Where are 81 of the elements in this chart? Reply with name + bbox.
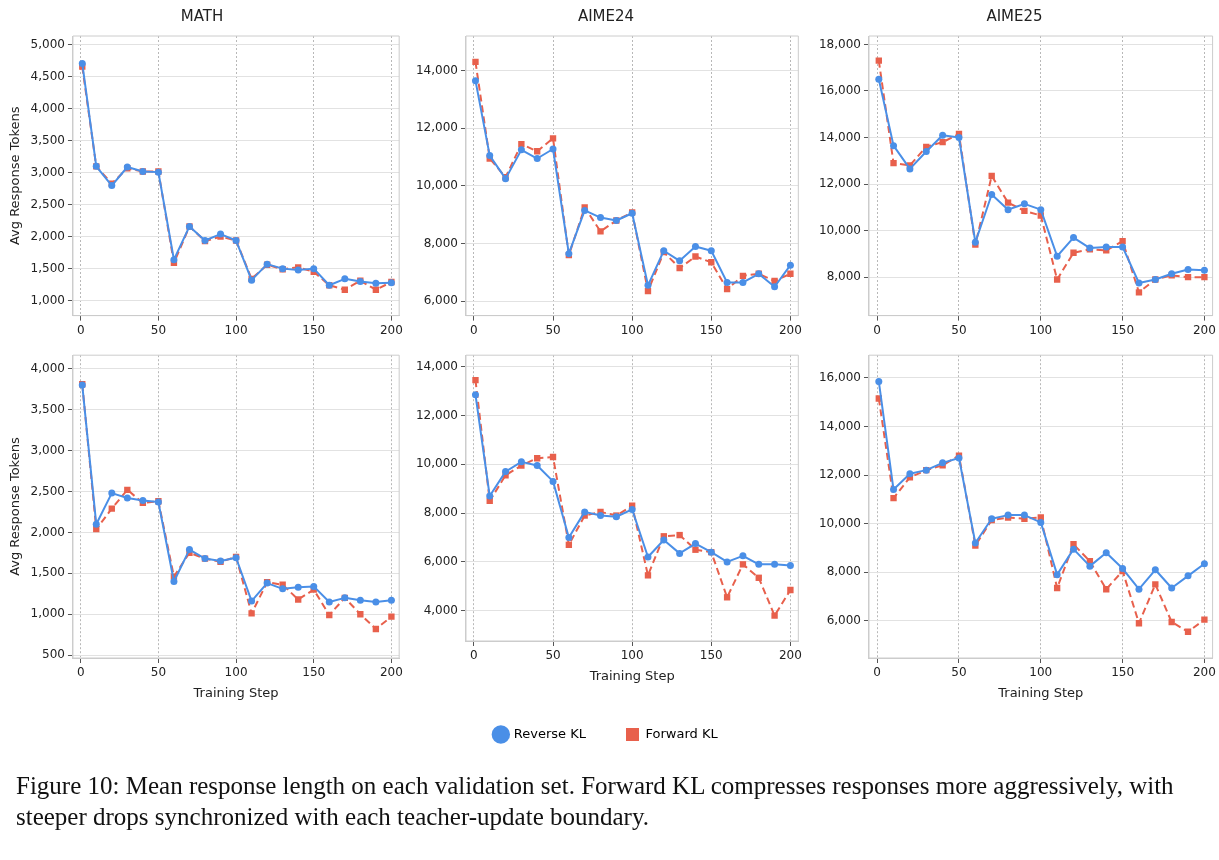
y-tick-label: 2,000: [30, 524, 65, 539]
x-tick-label: 100: [1029, 322, 1053, 337]
x-axis-title: Training Step: [997, 684, 1084, 700]
x-tick-label: 200: [778, 648, 802, 663]
x-tick-label: 100: [224, 665, 248, 680]
x-tick-label: 200: [778, 322, 802, 337]
x-tick-label: 0: [873, 665, 881, 680]
y-tick-label: 14,000: [415, 358, 458, 373]
x-tick-label: 50: [951, 322, 967, 337]
x-tick-label: 0: [76, 322, 85, 337]
y-tick-label: 10,000: [415, 456, 458, 471]
x-tick-label: 50: [150, 665, 167, 680]
x-tick-label: 200: [379, 322, 403, 337]
x-tick-label: 150: [1111, 322, 1135, 337]
y-tick-label: 16,000: [818, 83, 861, 98]
y-tick-label: 12,000: [818, 176, 861, 191]
y-tick-label: 3,000: [30, 164, 65, 179]
y-tick-label: 4,000: [30, 360, 65, 375]
y-tick-label: 14,000: [415, 62, 458, 77]
y-tick-label: 6,000: [826, 612, 861, 627]
x-tick-label: 100: [1029, 665, 1053, 680]
y-tick-label: 10,000: [818, 222, 861, 237]
x-tick-label: 150: [302, 322, 326, 337]
y-tick-label: 6,000: [423, 293, 458, 308]
y-tick-label: 8,000: [826, 564, 861, 579]
x-tick-label: 200: [1192, 322, 1216, 337]
x-tick-label: 50: [545, 648, 561, 663]
y-tick-label: 12,000: [818, 467, 861, 482]
y-tick-label: 500: [42, 647, 65, 662]
x-tick-label: 0: [470, 648, 478, 663]
y-tick-label: 1,500: [30, 565, 65, 580]
y-tick-label: 12,000: [415, 407, 458, 422]
y-tick-label: 5,000: [30, 37, 65, 52]
caption: Figure 10: Mean response length on each validation set. Forward KL compresses responses more aggressively, with steeper drops synchronized with each teacher-update boundary.: [16, 771, 1175, 832]
y-tick-label: 3,500: [30, 132, 65, 147]
y-tick-label: 8,000: [423, 505, 458, 520]
y-tick-label: 6,000: [423, 554, 458, 569]
y-tick-label: 1,000: [30, 606, 65, 621]
y-tick-label: 4,500: [30, 69, 65, 84]
x-axis-title: Training Step: [588, 667, 675, 683]
x-tick-label: 50: [545, 322, 561, 337]
x-tick-label: 150: [699, 648, 723, 663]
y-tick-label: 8,000: [826, 269, 861, 284]
y-tick-label: 16,000: [818, 369, 861, 384]
x-tick-label: 0: [76, 665, 85, 680]
y-axis-title: Avg Response Tokens: [7, 106, 23, 246]
x-tick-label: 50: [150, 322, 167, 337]
legend-label: Forward KL: [645, 725, 719, 741]
x-tick-label: 150: [699, 322, 723, 337]
x-tick-label: 100: [224, 322, 248, 337]
y-tick-label: 4,000: [30, 100, 65, 115]
y-tick-label: 14,000: [818, 418, 861, 433]
x-tick-label: 50: [951, 665, 967, 680]
x-axis-title: Training Step: [192, 684, 279, 700]
chart-title: AIME25: [986, 6, 1043, 25]
y-tick-label: 2,500: [30, 196, 65, 211]
y-tick-label: 1,000: [30, 292, 65, 307]
chart-title: AIME24: [577, 6, 635, 25]
y-tick-label: 14,000: [818, 129, 861, 144]
y-tick-label: 10,000: [818, 515, 861, 530]
y-tick-label: 2,500: [30, 483, 65, 498]
y-tick-label: 12,000: [415, 120, 458, 135]
x-tick-label: 0: [873, 322, 881, 337]
x-tick-label: 200: [1192, 665, 1216, 680]
x-tick-label: 0: [470, 322, 478, 337]
x-tick-label: 100: [620, 322, 644, 337]
x-tick-label: 100: [620, 648, 644, 663]
y-tick-label: 1,500: [30, 260, 65, 275]
x-tick-label: 150: [302, 665, 326, 680]
y-tick-label: 4,000: [423, 602, 458, 617]
legend-label: Reverse KL: [513, 725, 587, 741]
y-axis-title: Avg Response Tokens: [7, 437, 23, 576]
y-tick-label: 18,000: [818, 36, 861, 51]
y-tick-label: 3,000: [30, 442, 65, 457]
x-tick-label: 150: [1111, 665, 1135, 680]
y-tick-label: 3,500: [30, 401, 65, 416]
y-tick-label: 8,000: [423, 235, 458, 250]
y-tick-label: 10,000: [415, 178, 458, 193]
chart-title: MATH: [180, 6, 224, 25]
x-tick-label: 200: [379, 665, 403, 680]
y-tick-label: 2,000: [30, 228, 65, 243]
